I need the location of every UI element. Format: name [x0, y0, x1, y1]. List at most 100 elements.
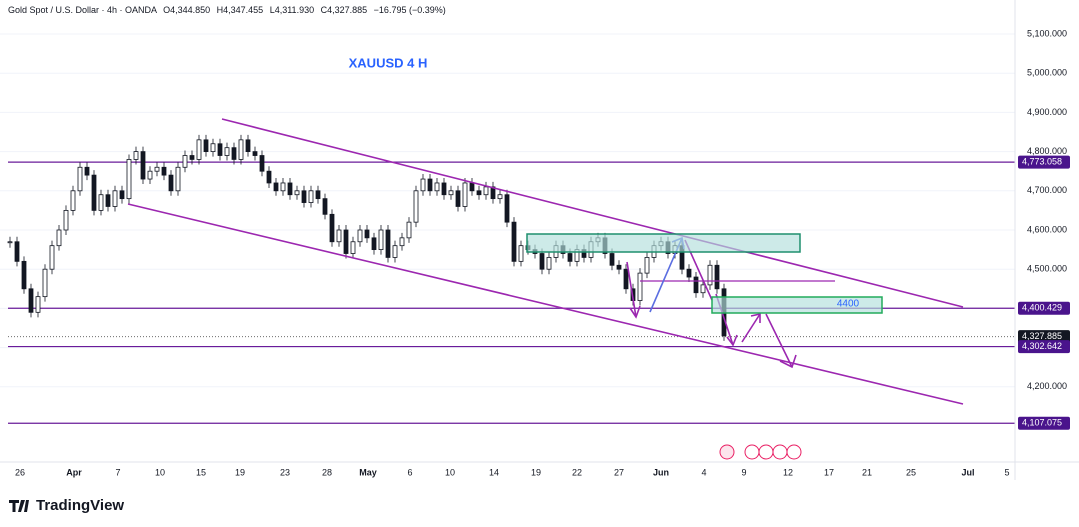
candle — [161, 166, 167, 176]
candle — [147, 170, 153, 180]
level-label: 4,400.429 — [1022, 303, 1062, 313]
date-label: 5 — [1004, 467, 1009, 477]
candle — [7, 241, 13, 244]
date-label: 19 — [531, 467, 541, 477]
candle — [329, 213, 335, 243]
candle — [126, 159, 132, 200]
arrow — [765, 313, 793, 368]
date-label: Jun — [653, 467, 669, 477]
candle — [476, 190, 482, 196]
arrow-head — [629, 305, 641, 319]
candle — [441, 182, 447, 196]
candle — [413, 190, 419, 223]
candle — [203, 139, 209, 152]
candle — [469, 182, 475, 192]
date-label: 25 — [906, 467, 916, 477]
candle — [462, 182, 468, 207]
date-label: 22 — [572, 467, 582, 477]
time-axis: 26 Apr 7 10 15 19 23 28 May 6 10 14 19 22 27 Jun 4 9 12 17 2… — [15, 467, 1010, 477]
candle — [616, 264, 622, 270]
candle — [308, 190, 314, 203]
date-label: 4 — [701, 467, 706, 477]
candle — [280, 182, 286, 192]
candle — [294, 190, 300, 196]
candle — [238, 139, 244, 160]
candle — [483, 186, 489, 196]
candle — [189, 155, 195, 160]
date-label: 19 — [235, 467, 245, 477]
price-tick-label: 4,200.000 — [1027, 381, 1067, 391]
candle — [371, 237, 377, 250]
candle — [364, 229, 370, 239]
candle — [84, 166, 90, 176]
candle — [511, 221, 517, 262]
candle — [287, 182, 293, 196]
candle — [77, 166, 83, 192]
price-tick-label: 5,100.000 — [1027, 28, 1067, 38]
logo-mark — [9, 500, 29, 512]
level-label: 4,107.075 — [1022, 418, 1062, 428]
candle — [63, 209, 69, 231]
candle — [182, 155, 188, 168]
arrow — [741, 313, 761, 343]
candle — [546, 257, 552, 270]
date-label: Apr — [66, 467, 82, 477]
candle — [490, 186, 496, 200]
icon — [744, 444, 760, 460]
level-tag — [1018, 155, 1070, 169]
candle — [623, 268, 629, 290]
close: C4,327.885 — [321, 5, 368, 15]
date-label: 9 — [741, 467, 746, 477]
candle — [322, 198, 328, 215]
icon — [719, 444, 735, 460]
candle — [385, 229, 391, 258]
price-tick-label: 4,700.000 — [1027, 185, 1067, 195]
candle — [693, 276, 699, 294]
arrow-head — [726, 334, 738, 347]
price-tick-label: 4,900.000 — [1027, 107, 1067, 117]
candle — [420, 178, 426, 192]
level-label: 4,327.885 — [1022, 331, 1062, 341]
event-icons — [719, 444, 802, 460]
date-label: 27 — [614, 467, 624, 477]
candle — [448, 190, 454, 196]
date-label: 10 — [155, 467, 165, 477]
candle — [259, 155, 265, 172]
candle — [427, 178, 433, 192]
candle — [700, 284, 706, 294]
candle — [21, 260, 27, 290]
candle — [140, 151, 146, 180]
date-label: 14 — [489, 467, 499, 477]
price-tick-label: 4,800.000 — [1027, 146, 1067, 156]
candle — [224, 147, 230, 156]
candle — [301, 190, 307, 203]
candle — [455, 190, 461, 207]
candle — [350, 241, 356, 254]
candle — [539, 253, 545, 270]
level-label: 4,773.058 — [1022, 157, 1062, 167]
zone-box — [711, 296, 883, 314]
candle — [378, 229, 384, 251]
candle — [266, 170, 272, 184]
date-label: 17 — [824, 467, 834, 477]
candle — [504, 194, 510, 223]
candle — [196, 139, 202, 160]
date-label: 21 — [862, 467, 872, 477]
zone-label: 4400 — [837, 299, 860, 310]
candle — [357, 229, 363, 243]
candle — [56, 229, 62, 247]
date-label: 12 — [783, 467, 793, 477]
date-label: 26 — [15, 467, 25, 477]
level-tag — [1018, 330, 1070, 344]
candle — [217, 143, 223, 156]
candle — [497, 194, 503, 200]
candle — [399, 237, 405, 247]
high: H4,347.455 — [217, 5, 264, 15]
icon — [786, 444, 802, 460]
icon — [772, 444, 788, 460]
candle — [714, 264, 720, 290]
candle — [315, 190, 321, 200]
candle — [336, 229, 342, 243]
arrow — [626, 261, 637, 318]
candle — [245, 139, 251, 152]
